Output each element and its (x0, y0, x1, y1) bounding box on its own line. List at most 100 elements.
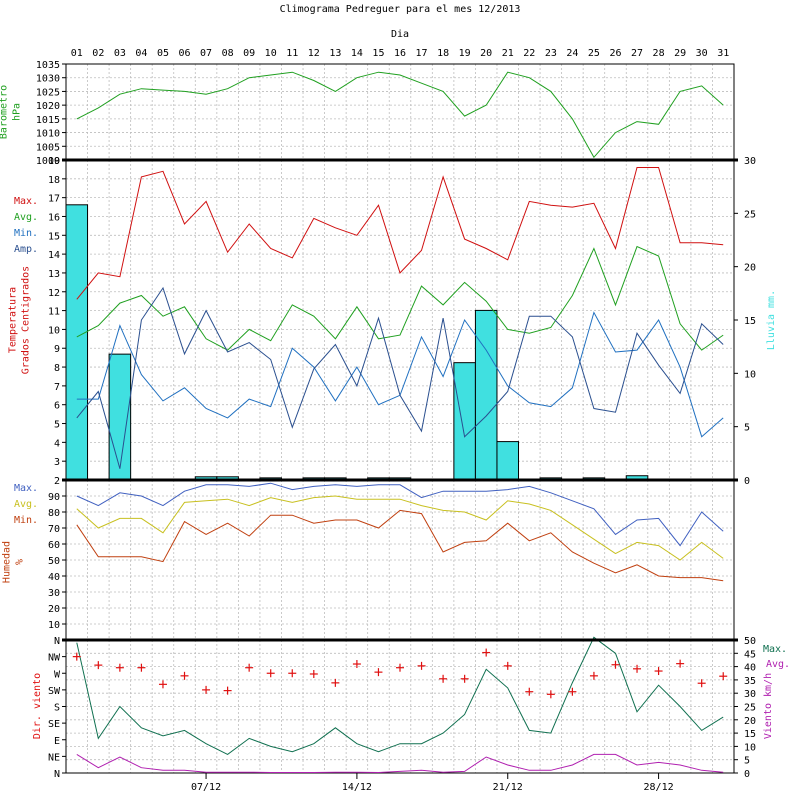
plot-frame (65, 159, 735, 481)
day-axis-title: Dia (391, 29, 409, 40)
day-label: 26 (609, 48, 621, 59)
humidity-axis-label-2: % (15, 559, 26, 565)
y-tick-label: 2 (54, 476, 60, 487)
pressure-axis-label-2: hPa (12, 103, 23, 121)
y-tick-label: 1035 (36, 60, 60, 71)
y-tick-label: 80 (48, 508, 60, 519)
wind_max-line (76, 636, 724, 755)
temp-axis-label-2: Grados Centigrados (21, 266, 32, 374)
y-tick-label: 17 (48, 194, 60, 205)
y-tick-label: 12 (48, 288, 60, 299)
day-label: 02 (92, 48, 104, 59)
y-tick-label: 5 (54, 420, 60, 431)
week-label: 28/12 (644, 782, 674, 793)
y2-tick-label: 0 (744, 476, 750, 487)
pressure-panel: 1000 1005 1010 1015 1020 1025 1030 1035 Barometr… (0, 60, 735, 167)
direction-tick-label: NE (48, 752, 60, 763)
y-tick-label: 30 (48, 588, 60, 599)
day-label: 01 (71, 48, 83, 59)
day-label: 03 (114, 48, 126, 59)
y-tick-label: 16 (48, 212, 60, 223)
pressure-axis-label-1: Barometro (0, 85, 10, 139)
wind-direction-axis-label: Dir. viento (32, 673, 43, 739)
rain-bar (474, 309, 498, 481)
week-labels: 07/12 14/12 21/12 28/12 (191, 773, 674, 793)
y-tick-label: 1030 (36, 74, 60, 85)
rain-bar (496, 441, 520, 481)
hum_avg-line (76, 495, 724, 561)
direction-tick-label: NW (48, 653, 61, 664)
y-tick-label: 70 (48, 524, 60, 535)
temp-axis-label-1: Temperatura (8, 287, 19, 353)
y2-tick-label: 10 (744, 369, 756, 380)
day-label: 24 (566, 48, 578, 59)
chart-title: Climograma Pedreguer para el mes 12/2013 (280, 4, 521, 15)
day-label: 28 (653, 48, 665, 59)
y2-tick-label: 50 (744, 636, 756, 647)
y-tick-label: 19 (48, 156, 60, 167)
y-tick-label: 90 (48, 492, 60, 503)
y-tick-label: 18 (48, 175, 60, 186)
day-label: 10 (265, 48, 277, 59)
day-label: 08 (222, 48, 234, 59)
y2-tick-label: 30 (744, 689, 756, 700)
legend-temp-min: Min. (14, 228, 38, 239)
day-label: 25 (588, 48, 600, 59)
day-label: 27 (631, 48, 643, 59)
y-tick-label: 10 (48, 325, 60, 336)
day-label: 05 (157, 48, 169, 59)
y2-tick-label: 35 (744, 676, 756, 687)
day-label: 16 (394, 48, 406, 59)
week-label: 21/12 (493, 782, 523, 793)
y2-tick-label: 15 (744, 729, 756, 740)
temperature-panel: 2 3 4 5 6 7 8 9 10 11 12 13 14 15 16 17 18 19 0 5 10 15 20 25 30… (8, 156, 778, 487)
week-label: 07/12 (191, 782, 221, 793)
day-label: 23 (545, 48, 557, 59)
y2-tick-label: 5 (744, 756, 750, 767)
legend-hum_avg: Avg. (14, 499, 38, 510)
rain-bar (65, 204, 89, 481)
temp-avg-line (76, 245, 724, 351)
y-tick-label: 13 (48, 269, 60, 280)
week-label: 14/12 (342, 782, 372, 793)
day-label: 14 (351, 48, 363, 59)
y2-tick-label: 45 (744, 649, 756, 660)
wind-speed-axis-label: Viento km/h (763, 673, 774, 739)
direction-tick-label: SW (48, 686, 61, 697)
legend-hum_min: Min. (14, 515, 38, 526)
plot-frame (65, 63, 735, 161)
y-tick-label: 8 (54, 363, 60, 374)
y-tick-label: 1010 (36, 129, 60, 140)
day-label: 21 (502, 48, 514, 59)
y2-tick-label: 40 (744, 663, 756, 674)
day-label: 31 (717, 48, 729, 59)
y-tick-label: 1000 (36, 156, 60, 167)
y-tick-label: 50 (48, 556, 60, 567)
day-labels: 01 02 03 04 05 06 07 08 09 10 11 12 13 14 15 16 17 18 19 20… (71, 48, 729, 59)
pressure-line (76, 71, 724, 159)
day-label: 19 (459, 48, 471, 59)
day-label: 20 (480, 48, 492, 59)
humidity-panel: 10 20 30 40 50 60 70 80 90 Max. Avg. Min. Humedad% (2, 479, 735, 641)
y-tick-label: 9 (54, 344, 60, 355)
y-tick-label: 1005 (36, 142, 60, 153)
day-label: 11 (286, 48, 298, 59)
direction-tick-label: SE (48, 719, 60, 730)
y-tick-label: 14 (48, 250, 60, 261)
direction-tick-label: W (54, 669, 61, 680)
rain-axis-label: Lluvia mm. (766, 290, 777, 350)
day-label: 12 (308, 48, 320, 59)
day-label: 09 (243, 48, 255, 59)
wind_avg-line (76, 753, 724, 774)
day-label: 04 (135, 48, 147, 59)
y2-tick-label: 25 (744, 209, 756, 220)
temp-max-line (76, 167, 724, 300)
panel-separators (62, 158, 738, 642)
legend-wind-max: Max. (763, 644, 787, 655)
wind-panel: 0 5 10 15 20 25 30 35 40 45 50 N NE E SE S SW W NW N Max. Avg… (32, 636, 790, 780)
y-tick-label: 4 (54, 438, 60, 449)
y2-tick-label: 25 (744, 703, 756, 714)
day-label: 22 (523, 48, 535, 59)
day-label: 17 (416, 48, 428, 59)
